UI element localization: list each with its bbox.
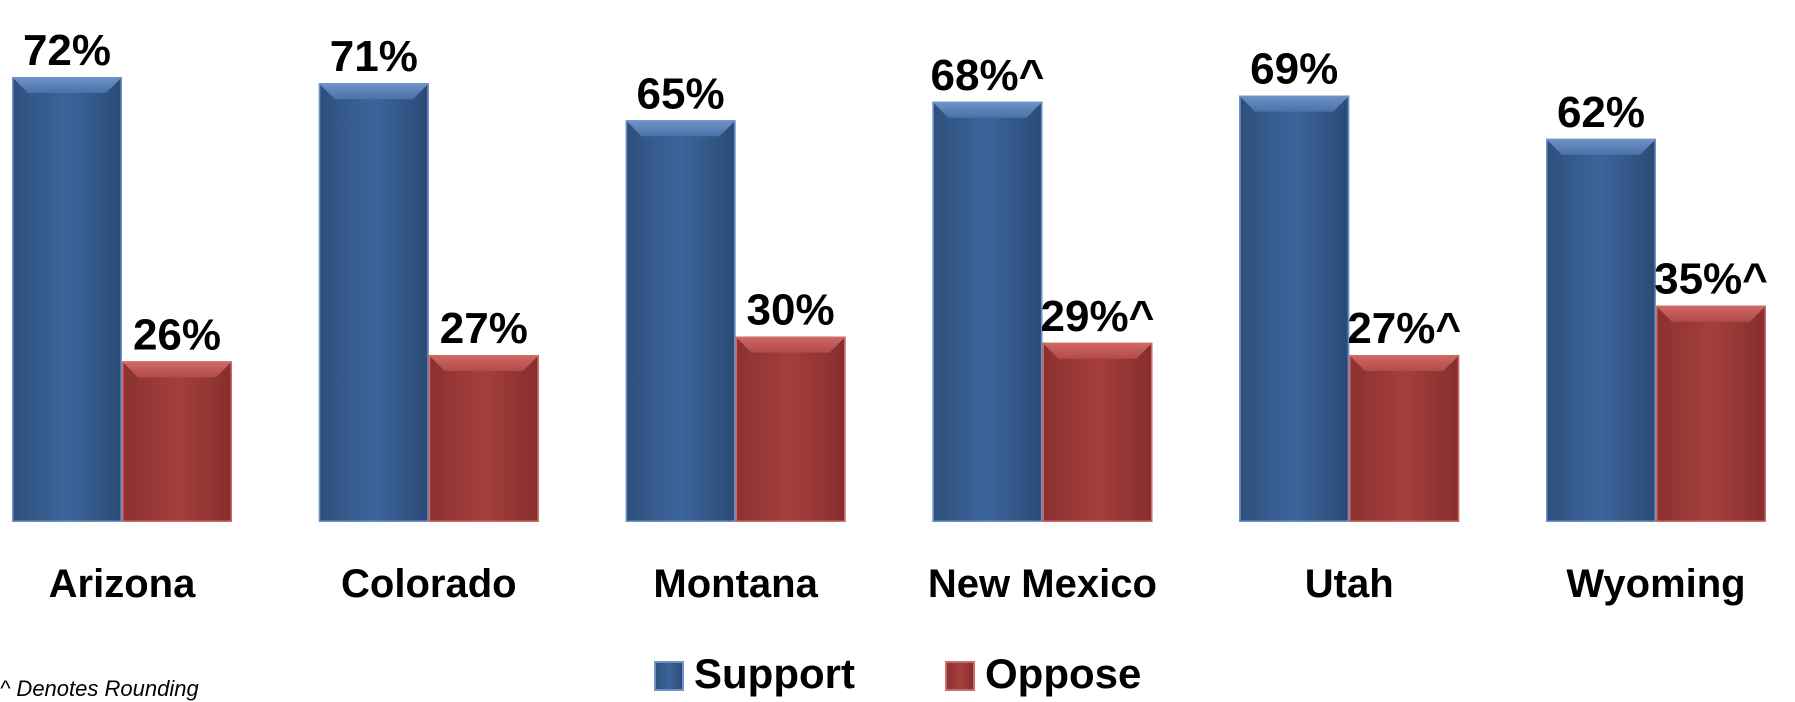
bar-oppose-colorado <box>428 355 539 523</box>
bar-oppose-montana <box>735 336 846 522</box>
data-label-oppose: 35%^ <box>1654 255 1768 304</box>
data-label-support: 68%^ <box>931 51 1045 100</box>
data-label-support: 69% <box>1250 45 1338 94</box>
category-label: Colorado <box>341 562 517 606</box>
bar-support-utah <box>1239 95 1350 523</box>
category-label: Utah <box>1305 562 1394 606</box>
category-label: Montana <box>653 562 818 606</box>
labels-layer: 72% 26% 71% 27% 65% 30% 68%^ 29%^ 69% 27%^ 62% 35%^ <box>23 26 1768 359</box>
legend-label-support: Support <box>694 650 855 697</box>
bar-support-new-mexico <box>932 101 1043 522</box>
category-label: Arizona <box>49 562 196 606</box>
data-label-support: 72% <box>23 26 111 75</box>
legend: Support Oppose <box>654 650 1141 697</box>
bar-oppose-utah <box>1349 355 1460 523</box>
bar-oppose-wyoming <box>1656 305 1766 523</box>
data-label-oppose: 29%^ <box>1041 292 1155 341</box>
data-label-oppose: 26% <box>133 310 221 359</box>
data-label-oppose: 27% <box>440 304 528 353</box>
legend-label-oppose: Oppose <box>985 650 1141 697</box>
data-label-support: 71% <box>330 32 418 81</box>
data-label-support: 62% <box>1557 88 1645 137</box>
category-axis: Arizona Colorado Montana New Mexico Utah Wyom… <box>49 562 1746 606</box>
legend-swatch-support <box>654 661 684 691</box>
footnote: ^ Denotes Rounding <box>0 676 199 701</box>
data-label-oppose: 30% <box>747 286 835 335</box>
data-label-oppose: 27%^ <box>1347 304 1461 353</box>
bar-oppose-new-mexico <box>1042 342 1153 522</box>
bar-support-montana <box>625 120 736 523</box>
data-label-support: 65% <box>637 69 725 118</box>
category-label: New Mexico <box>928 562 1157 606</box>
legend-item-support: Support <box>654 650 855 697</box>
bar-support-arizona <box>12 77 122 522</box>
category-label: Wyoming <box>1566 562 1745 606</box>
legend-swatch-oppose <box>945 661 975 691</box>
bar-oppose-arizona <box>122 361 232 522</box>
bar-support-colorado <box>318 83 429 522</box>
bars-layer <box>12 77 1766 523</box>
legend-item-oppose: Oppose <box>945 650 1141 697</box>
bar-support-wyoming <box>1546 138 1656 522</box>
